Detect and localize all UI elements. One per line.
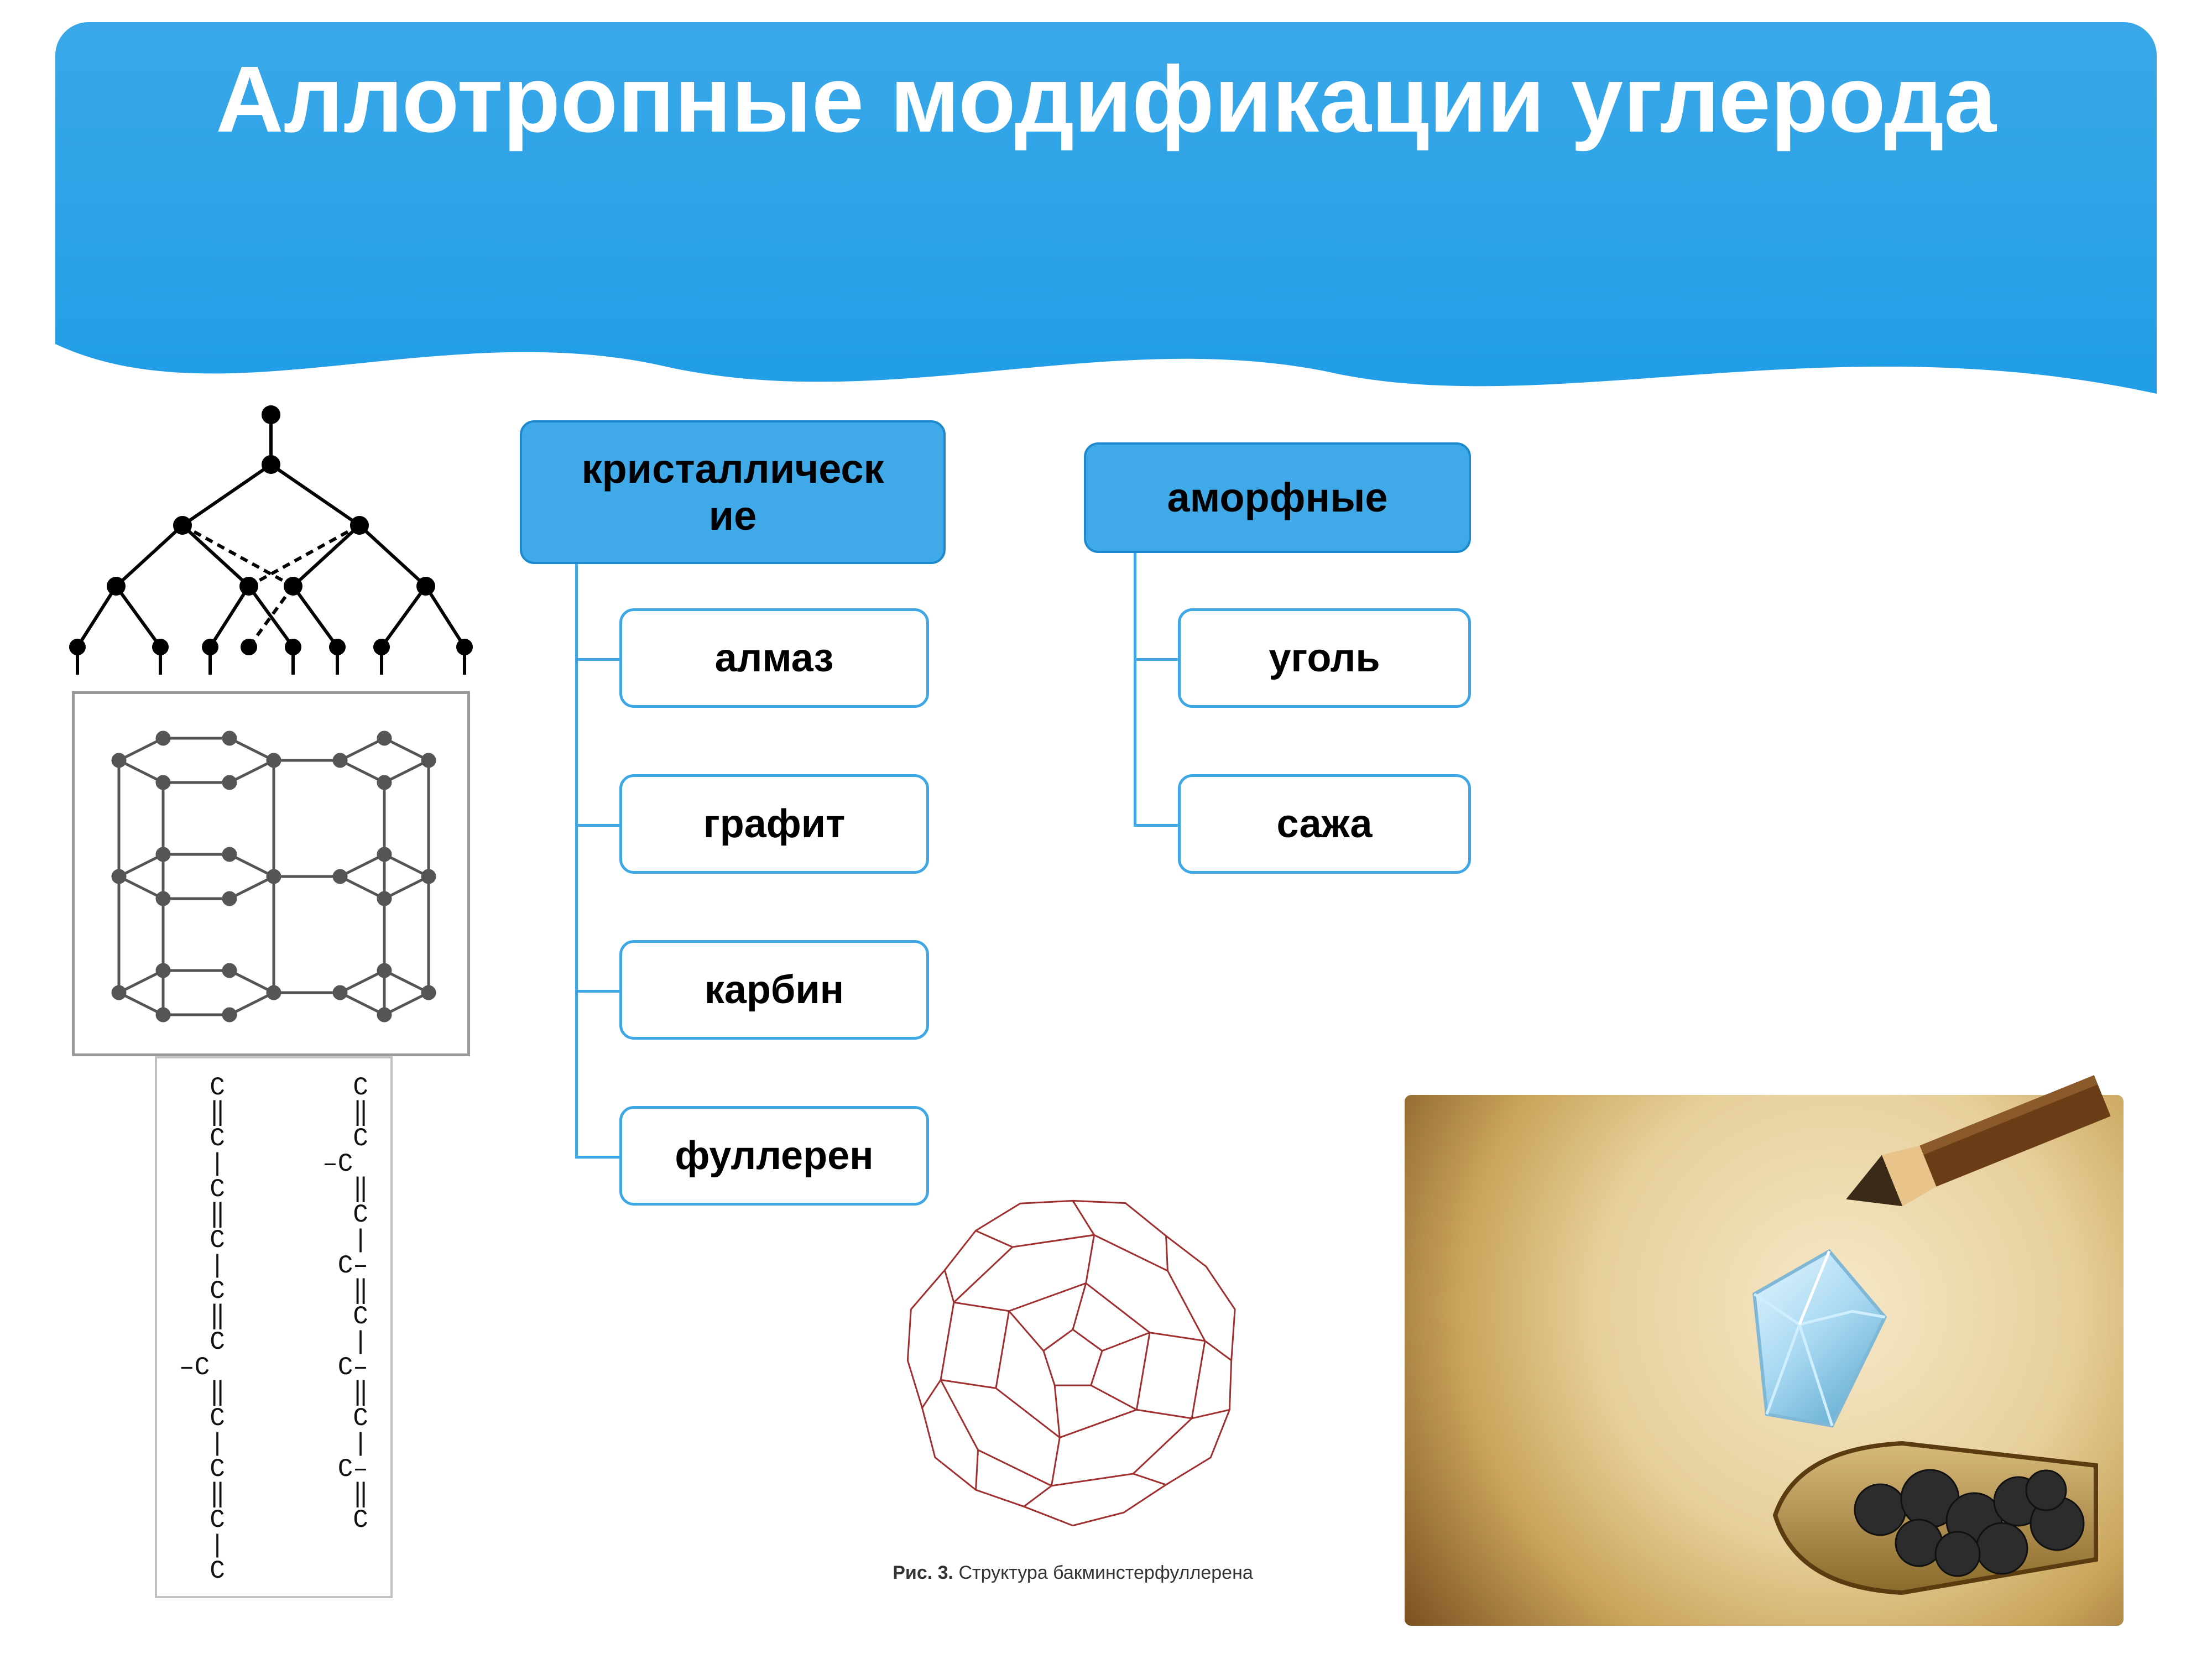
chart-child-crystalline-1: графит bbox=[619, 774, 929, 874]
connector-elbow bbox=[1134, 824, 1178, 827]
chart-child-amorphous-1: сажа bbox=[1178, 774, 1471, 874]
fullerene-caption: Рис. 3. Структура бакминстерфуллерена bbox=[874, 1562, 1272, 1584]
connector-trunk bbox=[575, 564, 578, 1156]
left-structure-figures: C ‖ C | C ‖ C | C ‖ C –C ‖ C | C ‖ C | C… bbox=[55, 398, 487, 1648]
connector-elbow bbox=[575, 1156, 619, 1159]
photo-collage bbox=[1405, 1095, 2124, 1626]
connector-elbow bbox=[1134, 658, 1178, 661]
fullerene-svg bbox=[874, 1172, 1272, 1548]
slide-header: Аллотропные модификации углерода bbox=[55, 22, 2157, 409]
diamond-lattice-diagram bbox=[55, 398, 487, 691]
chart-child-crystalline-0: алмаз bbox=[619, 608, 929, 708]
carbyne-chain-diagram: C ‖ C | C ‖ C | C ‖ C –C ‖ C | C ‖ C | C… bbox=[155, 1056, 393, 1598]
graphite-lattice-diagram bbox=[72, 691, 470, 1056]
connector-elbow bbox=[575, 990, 619, 993]
fullerene-figure: Рис. 3. Структура бакминстерфуллерена bbox=[874, 1172, 1272, 1604]
connector-elbow bbox=[575, 824, 619, 827]
coal-scoop-icon bbox=[1764, 1405, 2107, 1615]
chart-child-crystalline-2: карбин bbox=[619, 940, 929, 1040]
chart-child-amorphous-0: уголь bbox=[1178, 608, 1471, 708]
connector-trunk bbox=[1134, 553, 1136, 824]
connector-elbow bbox=[575, 658, 619, 661]
carbyne-col-a: C ‖ C | C ‖ C | C ‖ C –C ‖ C | C ‖ C | C bbox=[179, 1075, 225, 1579]
carbyne-col-b: C ‖ C –C ‖ C | C– ‖ C | C– ‖ C | C– ‖ C bbox=[322, 1075, 368, 1579]
chart-root-crystalline: кристаллическ ие bbox=[520, 420, 946, 564]
chart-root-amorphous: аморфные bbox=[1084, 442, 1471, 553]
header-wave bbox=[55, 311, 2157, 410]
slide-title: Аллотропные модификации углерода bbox=[88, 44, 2124, 155]
